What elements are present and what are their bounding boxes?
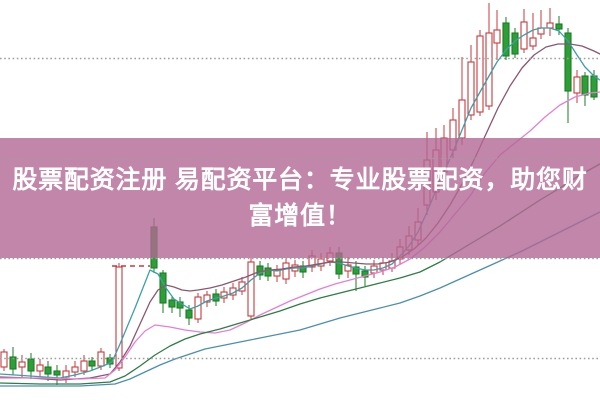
promo-text-line-2: 富增值！ <box>248 202 352 230</box>
promo-ad-banner[interactable]: 股票配资注册 易配资平台：专业股票配资，助您财 富增值！ <box>0 138 600 258</box>
ma-longest-blue <box>0 211 600 387</box>
promo-text-line-1: 股票配资注册 易配资平台：专业股票配资，助您财 <box>12 166 588 194</box>
ma-mid-maroon <box>0 43 600 381</box>
